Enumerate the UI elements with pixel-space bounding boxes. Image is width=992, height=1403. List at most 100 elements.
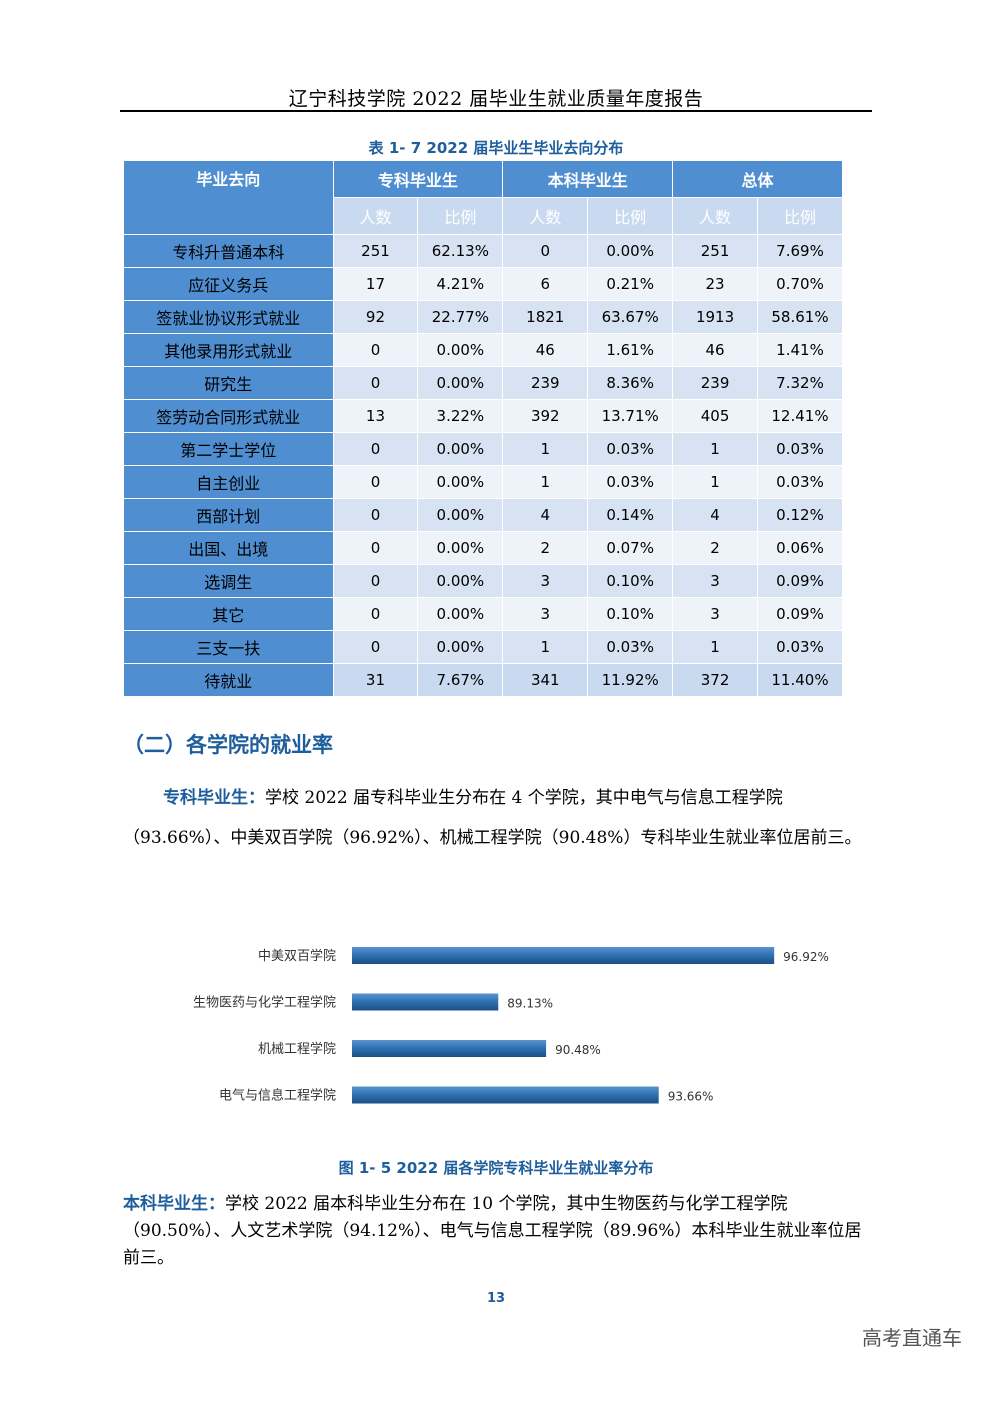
category-label: 生物医药与化学工程学院 [193,995,336,1011]
category-label: 机械工程学院 [258,1041,336,1057]
table-cell: 4 [502,498,589,532]
row-label: 第二学士学位 [123,432,334,466]
table-cell: 0.03% [587,432,674,466]
table-cell: 0.03% [757,630,843,664]
junior-college-paragraph: 专科毕业生：学校 2022 届专科毕业生分布在 4 个学院，其中电气与信息工程学… [123,778,863,858]
table-cell: 12.41% [757,399,843,433]
subheader-count: 人数 [332,197,419,235]
table-cell: 0 [502,234,589,268]
table-cell: 0.70% [757,267,843,301]
table-cell: 0.00% [417,366,504,400]
table-cell: 372 [672,663,758,697]
table-cell: 0.00% [417,630,504,664]
header-destination: 毕业去向 [123,160,334,235]
table-cell: 11.92% [587,663,674,697]
table-row: 第二学士学位 0 0.00% 1 0.03% 1 0.03% [123,432,843,466]
table-cell: 0.00% [417,465,504,499]
data-label: 96.92% [783,950,829,964]
table-cell: 405 [672,399,758,433]
table-cell: 2 [672,531,758,565]
header-undergraduate: 本科毕业生 [502,160,674,198]
table-row: 其他录用形式就业 0 0.00% 46 1.61% 46 1.41% [123,333,843,367]
table-cell: 0 [332,465,419,499]
row-label: 研究生 [123,366,334,400]
table-cell: 1913 [672,300,758,334]
paragraph-lead: 本科毕业生： [123,1194,225,1214]
table-cell: 0.00% [417,531,504,565]
row-label: 西部计划 [123,498,334,532]
table-row: 自主创业 0 0.00% 1 0.03% 1 0.03% [123,465,843,499]
table-cell: 0.03% [587,630,674,664]
undergraduate-paragraph: 本科毕业生：学校 2022 届本科毕业生分布在 10 个学院，其中生物医药与化学… [123,1191,873,1272]
table-cell: 3.22% [417,399,504,433]
header-overall: 总体 [672,160,843,198]
table-cell: 251 [332,234,419,268]
table-cell: 4.21% [417,267,504,301]
watermark: 高考直通车 [862,1326,962,1350]
table-cell: 0.00% [417,333,504,367]
table-cell: 3 [672,564,758,598]
paragraph-text: 学校 2022 届专科毕业生分布在 4 个学院，其中电气与信息工程学院（93.6… [123,788,862,848]
table-cell: 11.40% [757,663,843,697]
row-label: 待就业 [123,663,334,697]
table-cell: 7.69% [757,234,843,268]
row-label: 出国、出境 [123,531,334,565]
table-cell: 392 [502,399,589,433]
header-rule [120,110,872,112]
table-cell: 0.14% [587,498,674,532]
data-label: 93.66% [668,1090,714,1104]
table-cell: 92 [332,300,419,334]
table-cell: 63.67% [587,300,674,334]
table-row: 应征义务兵 17 4.21% 6 0.21% 23 0.70% [123,267,843,301]
table-cell: 17 [332,267,419,301]
table-body: 专科升普通本科 251 62.13% 0 0.00% 251 7.69% 应征义务兵 17 4.2… [123,234,843,697]
row-label: 自主创业 [123,465,334,499]
table-cell: 0 [332,432,419,466]
table-cell: 46 [502,333,589,367]
row-label: 三支一扶 [123,630,334,664]
table-caption: 表 1- 7 2022 届毕业生毕业去向分布 [368,139,624,157]
table-cell: 0.03% [757,432,843,466]
table-cell: 31 [332,663,419,697]
page-number: 13 [486,1291,506,1306]
table-cell: 3 [502,564,589,598]
table-cell: 0.12% [757,498,843,532]
table-cell: 1.41% [757,333,843,367]
bar [352,1040,547,1057]
table-cell: 1.61% [587,333,674,367]
page-header: 辽宁科技学院 2022 届毕业生就业质量年度报告 [288,88,704,110]
header-junior-college: 专科毕业生 [332,160,504,198]
table-cell: 2 [502,531,589,565]
category-label: 中美双百学院 [258,948,336,964]
table-cell: 0 [332,498,419,532]
table-cell: 7.32% [757,366,843,400]
table-cell: 0.00% [417,432,504,466]
bar [352,1086,659,1104]
table-cell: 22.77% [417,300,504,334]
table-cell: 13 [332,399,419,433]
table-cell: 0.00% [417,498,504,532]
table-cell: 7.67% [417,663,504,697]
row-label: 其他录用形式就业 [123,333,334,367]
table-cell: 1 [502,432,589,466]
row-label: 签就业协议形式就业 [123,300,334,334]
data-label: 90.48% [555,1043,601,1057]
table-cell: 0 [332,597,419,631]
table-row: 出国、出境 0 0.00% 2 0.07% 2 0.06% [123,531,843,565]
table-cell: 8.36% [587,366,674,400]
table-row: 三支一扶 0 0.00% 1 0.03% 1 0.03% [123,630,843,664]
table-cell: 0.03% [757,465,843,499]
table-row: 其它 0 0.00% 3 0.10% 3 0.09% [123,597,843,631]
table-row: 专科升普通本科 251 62.13% 0 0.00% 251 7.69% [123,234,843,268]
table-cell: 3 [672,597,758,631]
table-cell: 239 [672,366,758,400]
table-row: 待就业 31 7.67% 341 11.92% 372 11.40% [123,663,843,697]
table-cell: 4 [672,498,758,532]
subheader-ratio: 比例 [587,197,674,235]
table-cell: 1 [502,465,589,499]
table-cell: 23 [672,267,758,301]
table-cell: 13.71% [587,399,674,433]
category-label: 电气与信息工程学院 [219,1088,336,1104]
table-cell: 0 [332,333,419,367]
table-cell: 0.09% [757,564,843,598]
